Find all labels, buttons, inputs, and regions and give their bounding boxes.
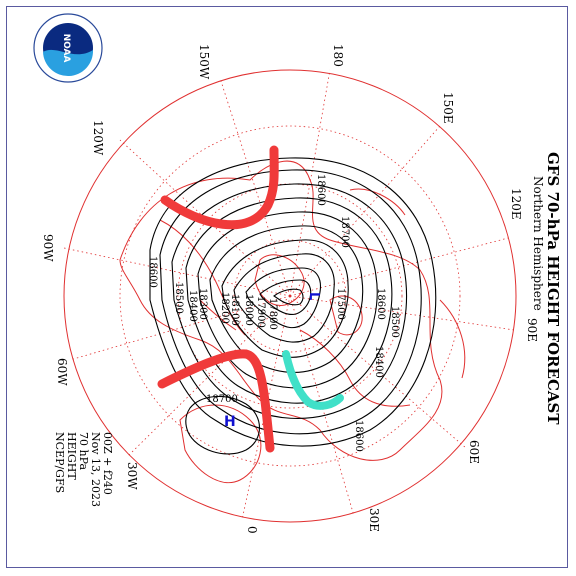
info-valid: 00Z + f240 [101,432,114,495]
lon-label-120w: 120W [91,120,105,156]
contour-label: 18600 [375,288,386,320]
info-level: 70 hPa [77,432,90,470]
lon-label-60w: 60W [55,358,69,386]
map-frame [6,6,568,568]
lon-label-90e: 90E [525,318,539,342]
lon-label-30w: 30W [125,462,139,490]
info-block: NCEP/GFS HEIGHT 70 hPa Nov 13, 2023 00Z … [53,432,114,507]
contour-label: 18200 [219,292,230,324]
contour-labels: 18600 18700 18500 18600 18400 18300 1820… [147,174,400,452]
contour-label: 18000 [243,294,254,326]
contour-label: 18700 [339,216,350,248]
noaa-logo: NOAA [33,13,103,83]
meridian-grid [63,69,515,521]
lon-label-30e: 30E [367,508,381,532]
lon-label-60e: 60E [467,440,481,464]
page-subtitle: Northern Hemisphere [531,176,545,311]
contour-label: 17800 [267,298,278,330]
info-model: NCEP/GFS [53,432,66,493]
lon-label-90w: 90W [41,234,55,262]
longitude-labels: 180 150E 120E 90E 60E 30E 0 30W 60W 90W … [41,44,539,534]
contour-label: 18700 [206,394,238,405]
contour-label: 17900 [255,296,266,328]
lon-label-120e: 120E [509,188,523,220]
lon-label-150e: 150E [441,92,455,124]
contour-label: 18600 [147,256,158,288]
trough-axis [282,350,344,410]
lon-label-150w: 150W [197,44,211,80]
contour-label: 18300 [197,288,208,320]
contour-label: 18500 [389,306,400,338]
title-block: GFS 70-hPa HEIGHT FORECAST Northern Hemi… [531,152,562,425]
contour-label: 18600 [353,420,364,452]
contour-label: 18500 [173,282,184,314]
ridge-axes [157,145,279,453]
page-title: GFS 70-hPa HEIGHT FORECAST [544,152,562,425]
contour-label: 18400 [187,290,198,322]
lon-label-0: 0 [245,526,259,534]
contour-label: 18600 [315,174,326,206]
contour-label: 17500 [335,288,346,320]
info-field: HEIGHT [65,432,78,480]
contour-label: 18100 [229,294,240,326]
logo-text: NOAA [61,34,71,63]
high-marker: H [224,414,236,430]
low-marker: L [306,292,321,300]
contour-label: 18400 [373,346,384,378]
info-date: Nov 13, 2023 [89,432,102,507]
hemisphere-boundary [63,69,517,523]
lon-label-180: 180 [331,44,345,67]
